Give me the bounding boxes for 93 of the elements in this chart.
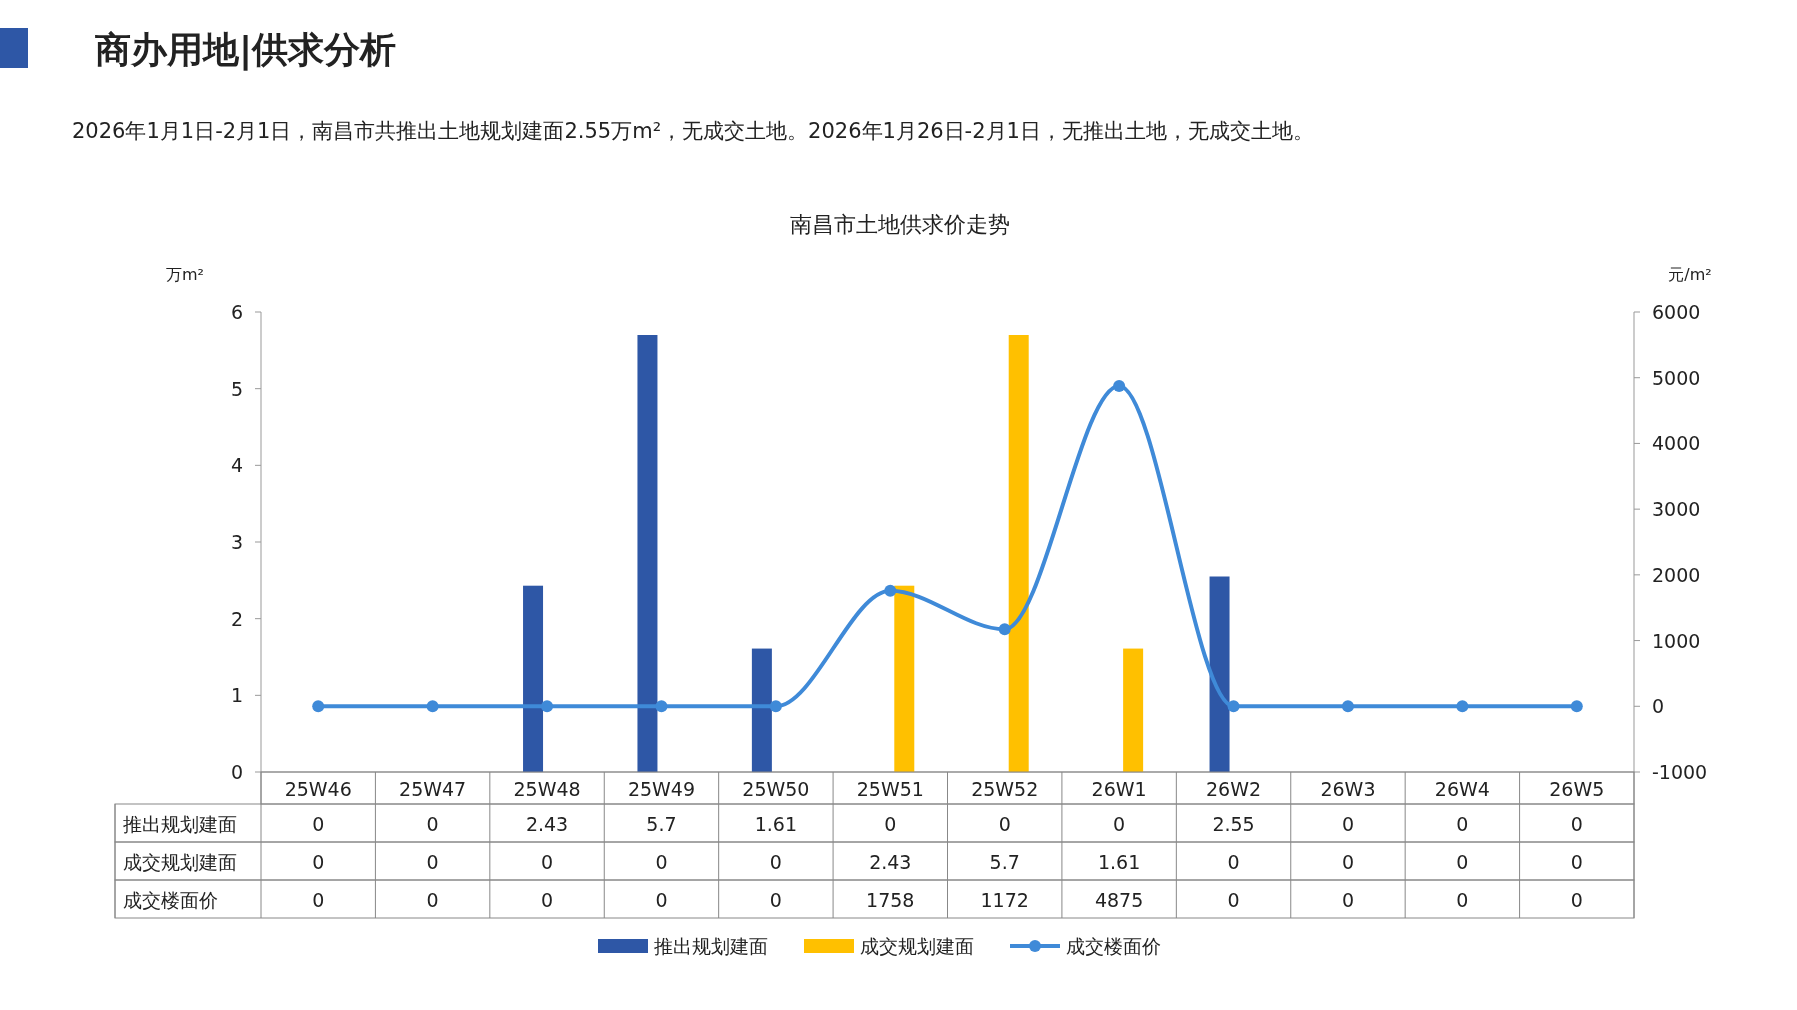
- data-label: 0: [1341, 889, 1355, 911]
- y2-tick-label: 1000: [1652, 629, 1701, 652]
- data-label: 0: [426, 851, 439, 873]
- y2-tick-label: 3000: [1652, 498, 1701, 521]
- y2-tick-label: 6000: [1652, 301, 1701, 323]
- data-label: 0: [998, 813, 1011, 835]
- x-tick-label: 26W5: [1549, 778, 1605, 800]
- x-tick-label: 25W47: [399, 778, 467, 800]
- point: [1341, 700, 1354, 713]
- data-label: 2.43: [525, 813, 569, 835]
- point: [426, 700, 439, 713]
- data-label: 0: [540, 851, 554, 873]
- data-label: 0: [312, 889, 325, 911]
- bar: [751, 648, 772, 772]
- data-label: 1758: [866, 889, 915, 911]
- y2-tick-label: 2000: [1652, 563, 1701, 586]
- point: [998, 623, 1011, 636]
- y-tick-label: 6: [230, 301, 243, 323]
- text: 成交规划建面: [123, 851, 237, 873]
- y2-tick-label: -1000: [1652, 761, 1708, 783]
- x-tick-label: 26W2: [1206, 778, 1262, 800]
- data-label: 0: [655, 889, 668, 911]
- x-tick-label: 25W49: [627, 778, 696, 800]
- data-label: 1172: [980, 889, 1029, 911]
- bar: [894, 585, 915, 772]
- y-tick-label: 3: [230, 531, 243, 553]
- y-tick-label: 4: [230, 454, 243, 477]
- data-label: 0: [884, 813, 897, 835]
- data-label: 0: [312, 851, 325, 873]
- bar: [523, 585, 544, 772]
- data-label: 0: [312, 813, 325, 835]
- point: [884, 584, 897, 597]
- data-label: 5.7: [646, 813, 677, 835]
- data-label: 2.55: [1212, 813, 1255, 835]
- data-label: 0: [1570, 813, 1583, 835]
- point: [769, 700, 782, 713]
- text: 商办用地|供求分析: [95, 29, 397, 71]
- data-label: 0: [1570, 851, 1583, 873]
- x-tick-label: 25W51: [856, 778, 924, 800]
- y-tick-label: 1: [230, 684, 243, 707]
- data-label: 0: [769, 889, 782, 911]
- point: [312, 700, 325, 713]
- text: 推出规划建面: [123, 813, 237, 835]
- x-tick-label: 25W50: [742, 778, 810, 800]
- y2-tick-label: 4000: [1652, 432, 1701, 455]
- y-tick-label: 0: [230, 761, 243, 783]
- x-tick-label: 26W4: [1434, 778, 1490, 800]
- chart-subtitle: 2026年1月1日-2月1日，南昌市共推出土地规划建面2.55万m²，无成交土地。2026年1月26日-2月1日，无推出土地，无成交土地。: [72, 119, 1314, 143]
- data-label: 1.61: [754, 813, 798, 835]
- point: [1570, 700, 1583, 713]
- data-label: 0: [1570, 889, 1583, 911]
- data-label: 0: [426, 813, 439, 835]
- data-label: 0: [540, 889, 554, 911]
- y2-tick-label: 0: [1652, 695, 1665, 718]
- point: [1227, 700, 1240, 713]
- y-tick-label: 2: [230, 607, 243, 630]
- data-label: 0: [1341, 813, 1355, 835]
- data-label: 1.61: [1097, 851, 1141, 873]
- data-label: 4875: [1094, 889, 1144, 911]
- x-tick-label: 25W48: [513, 778, 581, 800]
- legend-label: 成交楼面价: [1066, 935, 1161, 957]
- data-label: 0: [1456, 851, 1469, 873]
- data-label: 0: [426, 889, 439, 911]
- y2-tick-label: 5000: [1652, 366, 1701, 389]
- bar: [637, 335, 658, 772]
- data-label: 0: [1341, 851, 1355, 873]
- x-tick-label: 26W1: [1091, 778, 1147, 800]
- data-label: 0: [1456, 813, 1469, 835]
- point: [655, 700, 668, 713]
- data-label: 0: [655, 851, 668, 873]
- point: [541, 700, 554, 713]
- data-label: 2.43: [869, 851, 912, 873]
- legend-label: 推出规划建面: [654, 935, 768, 957]
- data-label: 5.7: [989, 851, 1020, 873]
- chart-title: 南昌市土地供求价走势: [790, 212, 1010, 237]
- y-tick-label: 5: [230, 377, 243, 400]
- y2-axis-title: 元/m²: [1668, 265, 1712, 284]
- legend-label: 成交规划建面: [860, 935, 974, 957]
- data-label: 0: [1227, 889, 1240, 911]
- y-axis-title: 万m²: [166, 265, 204, 284]
- bar: [1123, 648, 1144, 772]
- data-label: 0: [1456, 889, 1469, 911]
- x-tick-label: 25W52: [971, 778, 1039, 800]
- text: 成交楼面价: [123, 889, 218, 911]
- x-tick-label: 25W46: [284, 778, 352, 800]
- point: [1113, 379, 1126, 392]
- data-label: 0: [769, 851, 782, 873]
- point: [1456, 700, 1469, 713]
- data-label: 0: [1113, 813, 1126, 835]
- bar: [1008, 335, 1029, 772]
- data-label: 0: [1227, 851, 1240, 873]
- bar: [1209, 576, 1230, 772]
- x-tick-label: 26W3: [1320, 778, 1376, 800]
